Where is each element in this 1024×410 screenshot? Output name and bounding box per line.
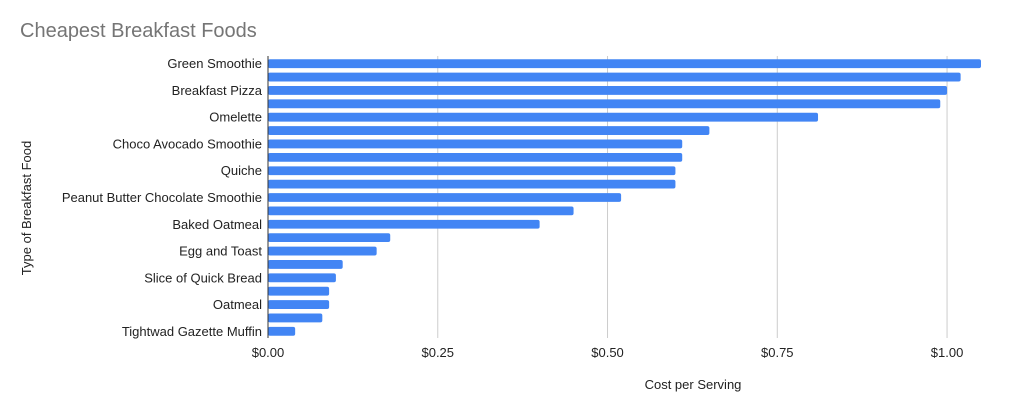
x-tick-label: $0.25 <box>421 345 454 360</box>
category-label: Slice of Quick Bread <box>144 270 262 285</box>
bar <box>268 193 622 202</box>
chart-title: Cheapest Breakfast Foods <box>20 20 257 42</box>
bar <box>268 59 981 69</box>
bar <box>268 86 948 95</box>
bar <box>268 326 296 336</box>
bar <box>268 72 961 82</box>
x-axis-title: Cost per Serving <box>645 377 742 392</box>
category-label: Tightwad Gazette Muffin <box>122 324 262 339</box>
category-label: Oatmeal <box>213 297 262 312</box>
x-tick-labels: $0.00 $0.25 $0.50 $0.75 $1.00 <box>252 345 964 360</box>
bar <box>268 99 941 109</box>
bar <box>268 286 330 296</box>
category-label: Egg and Toast <box>179 244 262 259</box>
bar <box>268 273 336 283</box>
category-label: Omelette <box>209 110 262 125</box>
bar <box>268 300 330 309</box>
bar <box>268 112 819 122</box>
x-tick-label: $0.00 <box>252 345 285 360</box>
bar <box>268 206 574 216</box>
bar <box>268 219 540 229</box>
bar <box>268 166 676 176</box>
category-label: Breakfast Pizza <box>172 83 263 98</box>
category-label: Quiche <box>221 163 262 178</box>
category-labels: Green Smoothie Breakfast Pizza Omelette Cho… <box>62 56 263 339</box>
x-tick-label: $0.75 <box>761 345 794 360</box>
bar <box>268 246 377 256</box>
category-label: Peanut Butter Chocolate Smoothie <box>62 190 262 205</box>
bar <box>268 259 343 269</box>
category-label: Green Smoothie <box>167 56 262 71</box>
bars <box>268 59 981 336</box>
bar <box>268 179 676 189</box>
bar <box>268 126 710 136</box>
category-label: Choco Avocado Smoothie <box>113 136 262 151</box>
bar <box>268 313 323 323</box>
bar <box>268 233 391 243</box>
x-tick-label: $1.00 <box>931 345 964 360</box>
bar <box>268 139 683 149</box>
category-label: Baked Oatmeal <box>172 217 262 232</box>
y-axis-title: Type of Breakfast Food <box>19 141 34 275</box>
bar <box>268 152 683 162</box>
x-tick-label: $0.50 <box>591 345 624 360</box>
